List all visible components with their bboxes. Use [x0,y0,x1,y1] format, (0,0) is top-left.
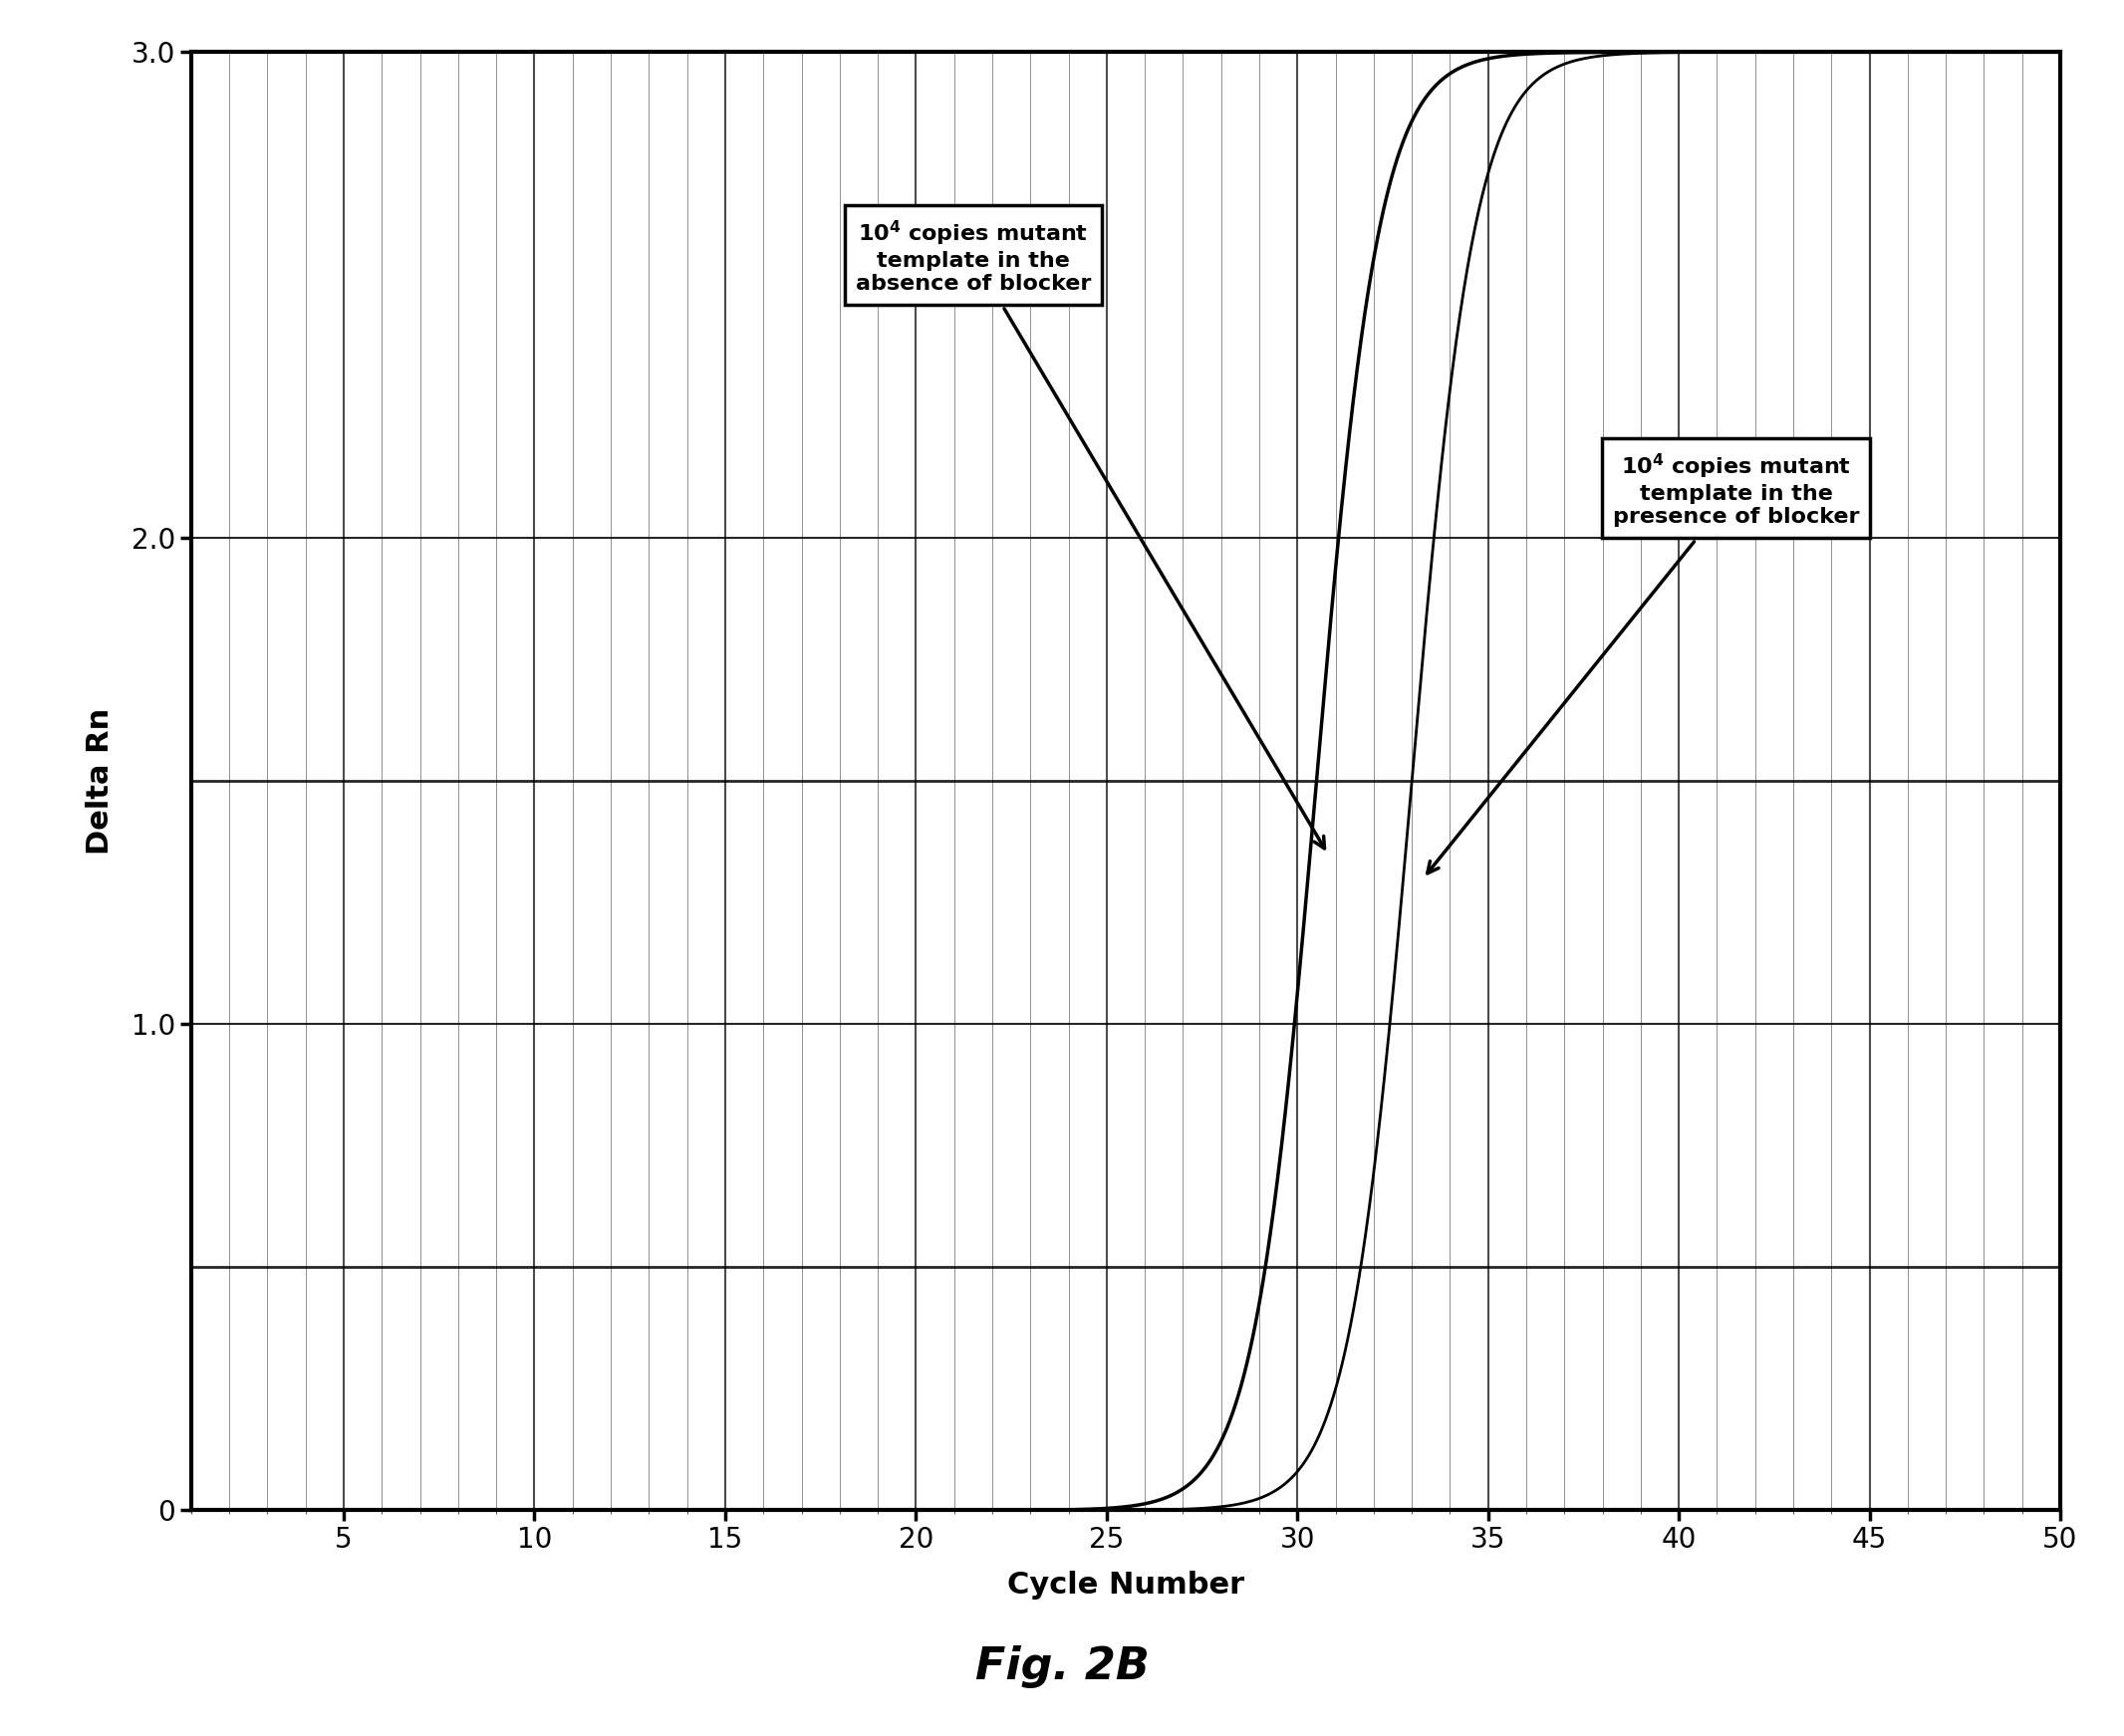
Text: $\mathbf{10^4}$ copies mutant
template in the
absence of blocker: $\mathbf{10^4}$ copies mutant template i… [856,219,1325,849]
X-axis label: Cycle Number: Cycle Number [1007,1571,1245,1599]
Text: $\mathbf{10^4}$ copies mutant
template in the
presence of blocker: $\mathbf{10^4}$ copies mutant template i… [1427,451,1858,873]
Text: Fig. 2B: Fig. 2B [975,1646,1149,1687]
Y-axis label: Delta Rn: Delta Rn [85,708,115,854]
